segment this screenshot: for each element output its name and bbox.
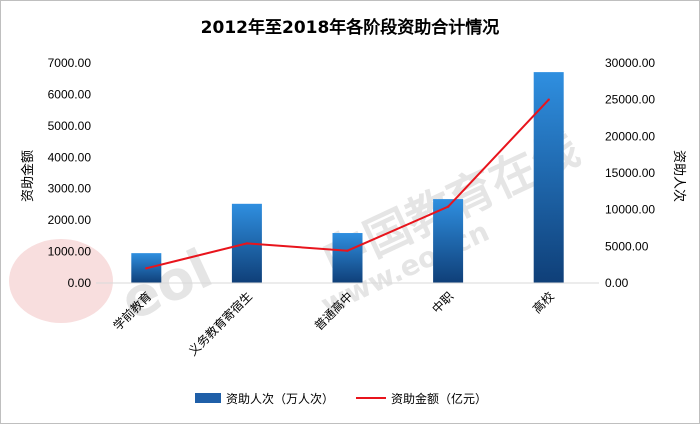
y2-tick-label: 10000.00 bbox=[605, 203, 655, 217]
line-series bbox=[145, 98, 550, 270]
y-tick-label: 3000.00 bbox=[48, 182, 92, 196]
y2-tick-label: 25000.00 bbox=[605, 93, 655, 107]
legend: 资助人次（万人次） 资助金额（亿元） bbox=[195, 391, 487, 406]
line-point bbox=[245, 242, 249, 245]
y2-axis-ticks: 0.00 5000.00 10000.00 15000.00 20000.00 25000… bbox=[605, 56, 655, 290]
line-point bbox=[547, 98, 550, 101]
line-point bbox=[446, 205, 450, 208]
legend-line-label: 资助金额（亿元） bbox=[391, 391, 487, 406]
line-point bbox=[145, 267, 148, 270]
y-tick-label: 7000.00 bbox=[48, 56, 92, 70]
bar-series bbox=[131, 72, 564, 283]
y-tick-label: 0.00 bbox=[68, 276, 92, 290]
x-tick-label: 中职 bbox=[429, 289, 457, 317]
bar bbox=[433, 199, 464, 283]
y2-tick-label: 20000.00 bbox=[605, 129, 655, 143]
y-axis-ticks: 0.00 1000.00 2000.00 3000.00 4000.00 5000.00 6… bbox=[48, 56, 92, 290]
bar bbox=[533, 72, 564, 283]
line-point bbox=[346, 249, 349, 252]
y2-tick-label: 30000.00 bbox=[605, 56, 655, 70]
bar bbox=[332, 233, 363, 283]
y2-tick-label: 0.00 bbox=[605, 276, 629, 290]
y2-tick-label: 15000.00 bbox=[605, 166, 655, 180]
x-tick-label: 高校 bbox=[529, 289, 557, 317]
y-tick-label: 1000.00 bbox=[48, 245, 92, 259]
y2-axis-title: 资助人次 bbox=[671, 150, 687, 202]
y-tick-label: 4000.00 bbox=[48, 150, 92, 164]
watermark: eol 中国教育在线 www.eol.cn bbox=[9, 121, 587, 333]
legend-bar-label: 资助人次（万人次） bbox=[226, 392, 334, 406]
y-tick-label: 6000.00 bbox=[48, 87, 92, 101]
y-tick-label: 2000.00 bbox=[48, 213, 92, 227]
y-axis-title: 资助金额 bbox=[20, 150, 36, 202]
y-tick-label: 5000.00 bbox=[48, 119, 92, 133]
chart-title: 2012年至2018年各阶段资助合计情况 bbox=[201, 17, 500, 38]
watermark-logo-ellipse bbox=[9, 239, 113, 323]
y2-tick-label: 5000.00 bbox=[605, 239, 649, 253]
legend-bar-swatch bbox=[195, 393, 221, 403]
